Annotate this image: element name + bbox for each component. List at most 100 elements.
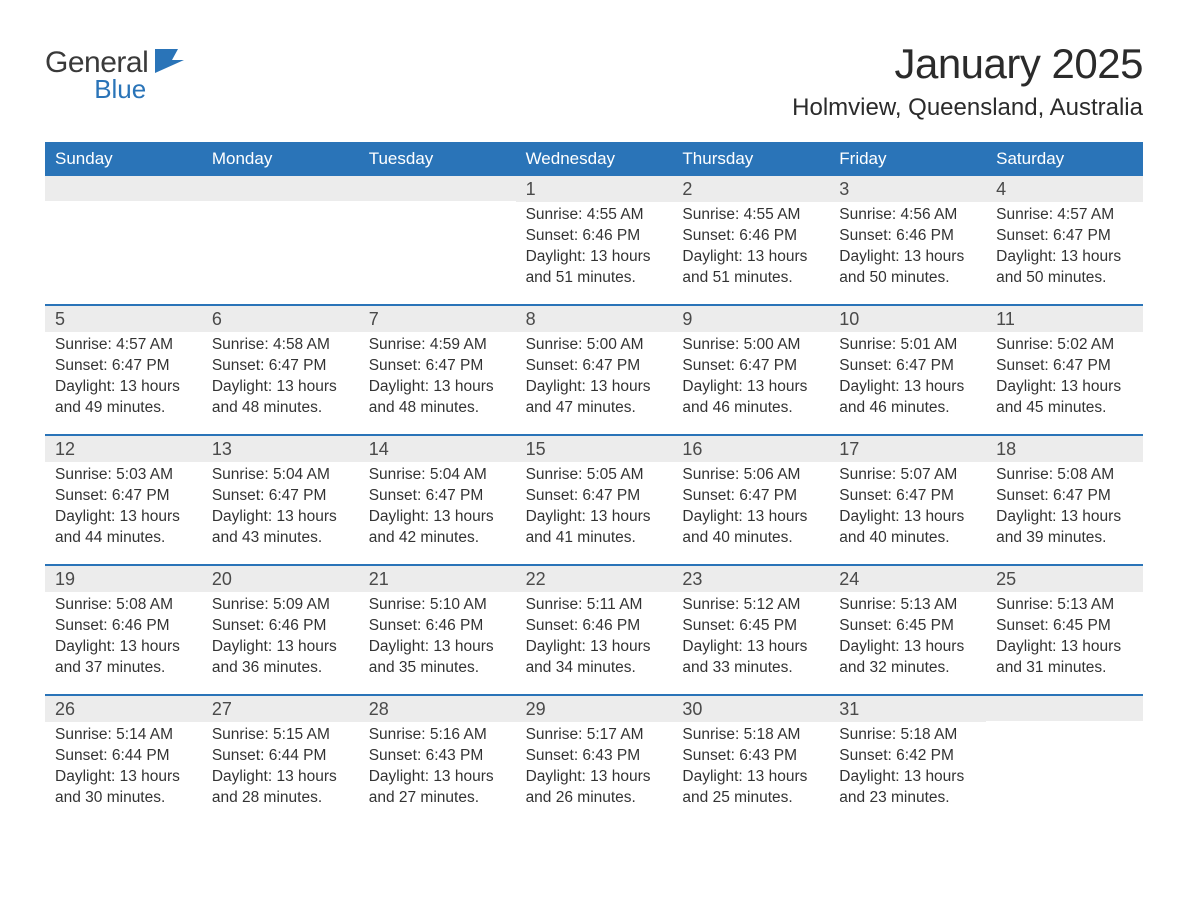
- day-details: Sunrise: 4:55 AMSunset: 6:46 PMDaylight:…: [516, 202, 673, 289]
- day-number: 22: [516, 566, 673, 592]
- day-details: Sunrise: 5:04 AMSunset: 6:47 PMDaylight:…: [202, 462, 359, 549]
- daylight-line: Daylight: 13 hours and 32 minutes.: [839, 637, 976, 679]
- sunset-line: Sunset: 6:47 PM: [839, 486, 976, 507]
- calendar-day: 12Sunrise: 5:03 AMSunset: 6:47 PMDayligh…: [45, 436, 202, 564]
- weekday-header: Wednesday: [516, 142, 673, 176]
- sunset-line: Sunset: 6:45 PM: [839, 616, 976, 637]
- calendar-day-empty: [202, 176, 359, 304]
- day-details: Sunrise: 5:05 AMSunset: 6:47 PMDaylight:…: [516, 462, 673, 549]
- sunset-line: Sunset: 6:47 PM: [682, 356, 819, 377]
- day-number: 20: [202, 566, 359, 592]
- sunset-line: Sunset: 6:46 PM: [369, 616, 506, 637]
- calendar-day: 18Sunrise: 5:08 AMSunset: 6:47 PMDayligh…: [986, 436, 1143, 564]
- calendar-day: 11Sunrise: 5:02 AMSunset: 6:47 PMDayligh…: [986, 306, 1143, 434]
- calendar: SundayMondayTuesdayWednesdayThursdayFrid…: [45, 142, 1143, 824]
- calendar-day: 3Sunrise: 4:56 AMSunset: 6:46 PMDaylight…: [829, 176, 986, 304]
- sunset-line: Sunset: 6:47 PM: [212, 486, 349, 507]
- sunset-line: Sunset: 6:47 PM: [369, 486, 506, 507]
- sunrise-line: Sunrise: 5:00 AM: [682, 335, 819, 356]
- day-number: 14: [359, 436, 516, 462]
- day-number: 13: [202, 436, 359, 462]
- day-details: Sunrise: 5:01 AMSunset: 6:47 PMDaylight:…: [829, 332, 986, 419]
- calendar-body: 1Sunrise: 4:55 AMSunset: 6:46 PMDaylight…: [45, 176, 1143, 824]
- daylight-line: Daylight: 13 hours and 43 minutes.: [212, 507, 349, 549]
- sunrise-line: Sunrise: 5:00 AM: [526, 335, 663, 356]
- calendar-day: 5Sunrise: 4:57 AMSunset: 6:47 PMDaylight…: [45, 306, 202, 434]
- sunset-line: Sunset: 6:46 PM: [55, 616, 192, 637]
- calendar-day: 16Sunrise: 5:06 AMSunset: 6:47 PMDayligh…: [672, 436, 829, 564]
- daylight-line: Daylight: 13 hours and 46 minutes.: [839, 377, 976, 419]
- day-details: Sunrise: 5:08 AMSunset: 6:47 PMDaylight:…: [986, 462, 1143, 549]
- day-details: Sunrise: 5:17 AMSunset: 6:43 PMDaylight:…: [516, 722, 673, 809]
- calendar-week: 26Sunrise: 5:14 AMSunset: 6:44 PMDayligh…: [45, 694, 1143, 824]
- daylight-line: Daylight: 13 hours and 40 minutes.: [839, 507, 976, 549]
- daylight-line: Daylight: 13 hours and 35 minutes.: [369, 637, 506, 679]
- sunset-line: Sunset: 6:47 PM: [996, 226, 1133, 247]
- day-details: Sunrise: 5:18 AMSunset: 6:43 PMDaylight:…: [672, 722, 829, 809]
- day-number: [202, 176, 359, 201]
- day-number: 11: [986, 306, 1143, 332]
- day-number: [359, 176, 516, 201]
- calendar-day-empty: [45, 176, 202, 304]
- sunrise-line: Sunrise: 5:18 AM: [839, 725, 976, 746]
- day-number: 12: [45, 436, 202, 462]
- sunset-line: Sunset: 6:47 PM: [212, 356, 349, 377]
- sunrise-line: Sunrise: 5:01 AM: [839, 335, 976, 356]
- calendar-day: 28Sunrise: 5:16 AMSunset: 6:43 PMDayligh…: [359, 696, 516, 824]
- sunrise-line: Sunrise: 5:15 AM: [212, 725, 349, 746]
- page-subtitle: Holmview, Queensland, Australia: [792, 94, 1143, 122]
- sunset-line: Sunset: 6:47 PM: [55, 486, 192, 507]
- daylight-line: Daylight: 13 hours and 34 minutes.: [526, 637, 663, 679]
- day-details: Sunrise: 5:12 AMSunset: 6:45 PMDaylight:…: [672, 592, 829, 679]
- sunset-line: Sunset: 6:47 PM: [839, 356, 976, 377]
- weekday-header: Monday: [202, 142, 359, 176]
- calendar-day-empty: [359, 176, 516, 304]
- day-details: Sunrise: 4:58 AMSunset: 6:47 PMDaylight:…: [202, 332, 359, 419]
- calendar-day: 21Sunrise: 5:10 AMSunset: 6:46 PMDayligh…: [359, 566, 516, 694]
- sunrise-line: Sunrise: 5:03 AM: [55, 465, 192, 486]
- sunset-line: Sunset: 6:45 PM: [682, 616, 819, 637]
- weekday-header: Tuesday: [359, 142, 516, 176]
- sunrise-line: Sunrise: 4:57 AM: [55, 335, 192, 356]
- day-details: Sunrise: 4:59 AMSunset: 6:47 PMDaylight:…: [359, 332, 516, 419]
- day-number: 17: [829, 436, 986, 462]
- calendar-day: 19Sunrise: 5:08 AMSunset: 6:46 PMDayligh…: [45, 566, 202, 694]
- daylight-line: Daylight: 13 hours and 36 minutes.: [212, 637, 349, 679]
- day-number: 1: [516, 176, 673, 202]
- day-number: 3: [829, 176, 986, 202]
- calendar-header-row: SundayMondayTuesdayWednesdayThursdayFrid…: [45, 142, 1143, 176]
- sunset-line: Sunset: 6:47 PM: [996, 356, 1133, 377]
- sunset-line: Sunset: 6:43 PM: [682, 746, 819, 767]
- sunset-line: Sunset: 6:45 PM: [996, 616, 1133, 637]
- daylight-line: Daylight: 13 hours and 33 minutes.: [682, 637, 819, 679]
- day-number: 24: [829, 566, 986, 592]
- weekday-header: Friday: [829, 142, 986, 176]
- day-details: Sunrise: 5:11 AMSunset: 6:46 PMDaylight:…: [516, 592, 673, 679]
- sunrise-line: Sunrise: 4:59 AM: [369, 335, 506, 356]
- daylight-line: Daylight: 13 hours and 25 minutes.: [682, 767, 819, 809]
- daylight-line: Daylight: 13 hours and 39 minutes.: [996, 507, 1133, 549]
- day-details: Sunrise: 5:14 AMSunset: 6:44 PMDaylight:…: [45, 722, 202, 809]
- calendar-day: 31Sunrise: 5:18 AMSunset: 6:42 PMDayligh…: [829, 696, 986, 824]
- weekday-header: Thursday: [672, 142, 829, 176]
- daylight-line: Daylight: 13 hours and 42 minutes.: [369, 507, 506, 549]
- sunrise-line: Sunrise: 5:06 AM: [682, 465, 819, 486]
- sunrise-line: Sunrise: 5:11 AM: [526, 595, 663, 616]
- sunset-line: Sunset: 6:46 PM: [526, 226, 663, 247]
- day-details: Sunrise: 5:03 AMSunset: 6:47 PMDaylight:…: [45, 462, 202, 549]
- day-number: 28: [359, 696, 516, 722]
- sunset-line: Sunset: 6:44 PM: [212, 746, 349, 767]
- sunrise-line: Sunrise: 5:18 AM: [682, 725, 819, 746]
- sunset-line: Sunset: 6:47 PM: [996, 486, 1133, 507]
- sunset-line: Sunset: 6:43 PM: [369, 746, 506, 767]
- daylight-line: Daylight: 13 hours and 49 minutes.: [55, 377, 192, 419]
- calendar-day: 9Sunrise: 5:00 AMSunset: 6:47 PMDaylight…: [672, 306, 829, 434]
- day-number: 19: [45, 566, 202, 592]
- calendar-day-empty: [986, 696, 1143, 824]
- daylight-line: Daylight: 13 hours and 41 minutes.: [526, 507, 663, 549]
- sunset-line: Sunset: 6:43 PM: [526, 746, 663, 767]
- day-number: 29: [516, 696, 673, 722]
- day-details: Sunrise: 5:18 AMSunset: 6:42 PMDaylight:…: [829, 722, 986, 809]
- day-number: 7: [359, 306, 516, 332]
- daylight-line: Daylight: 13 hours and 51 minutes.: [682, 247, 819, 289]
